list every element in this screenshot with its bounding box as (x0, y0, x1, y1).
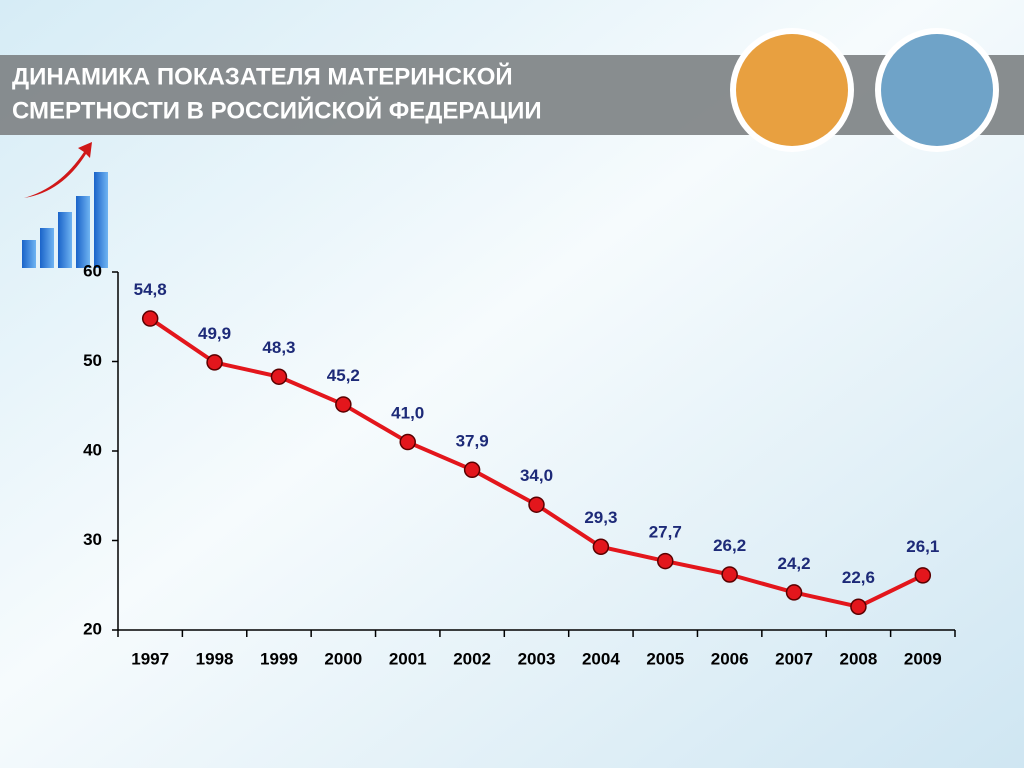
chart-icon (22, 142, 108, 268)
y-tick-label: 30 (83, 530, 102, 549)
y-tick-label: 50 (83, 351, 102, 370)
photo-doctor (881, 34, 993, 146)
data-point (270, 368, 288, 385)
data-point (721, 566, 738, 583)
data-point (785, 584, 803, 601)
x-tick-label: 2000 (324, 649, 362, 668)
title-line: СМЕРТНОСТИ В РОССИЙСКОЙ ФЕДЕРАЦИИ (12, 96, 542, 124)
x-tick-label: 2009 (904, 649, 942, 668)
data-label: 26,1 (906, 537, 939, 556)
x-tick-label: 2004 (582, 649, 620, 668)
data-label: 49,9 (198, 324, 231, 343)
x-tick-label: 2003 (518, 649, 556, 668)
data-label: 26,2 (713, 536, 746, 555)
x-tick-label: 2006 (711, 649, 749, 668)
data-point (141, 310, 159, 327)
x-tick-label: 2001 (389, 649, 427, 668)
photo-pills (736, 34, 848, 146)
y-tick-label: 20 (83, 619, 102, 638)
data-point (657, 552, 674, 570)
data-point (463, 461, 481, 479)
data-label: 45,2 (327, 366, 360, 385)
data-label: 34,0 (520, 466, 553, 485)
data-label: 22,6 (842, 568, 875, 587)
data-label: 24,2 (777, 554, 810, 573)
title-line: ДИНАМИКА ПОКАЗАТЕЛЯ МАТЕРИНСКОЙ (12, 62, 513, 90)
x-tick-label: 1999 (260, 649, 298, 668)
x-tick-label: 2005 (646, 649, 684, 668)
data-point (528, 496, 545, 513)
x-tick-label: 1998 (196, 649, 234, 668)
x-tick-label: 2008 (840, 649, 878, 668)
data-label: 54,8 (134, 280, 167, 299)
y-tick-label: 60 (83, 261, 102, 280)
data-point (399, 433, 416, 451)
x-tick-label: 2002 (453, 649, 491, 668)
data-label: 48,3 (262, 338, 295, 357)
data-point (914, 567, 932, 584)
plot: 20 30 40 50 60 1997 1998 1999 2000 2001 2002 2003 20… (83, 261, 956, 668)
data-label: 41,0 (391, 404, 424, 423)
data-point (592, 538, 610, 556)
data-label: 37,9 (456, 431, 489, 450)
y-tick-label: 40 (83, 440, 102, 459)
data-label: 29,3 (584, 508, 617, 527)
data-label: 27,7 (649, 523, 682, 542)
x-tick-label: 1997 (131, 649, 169, 668)
x-tick-label: 2007 (775, 649, 813, 668)
data-point (850, 598, 867, 615)
data-point (335, 396, 352, 413)
data-point (206, 354, 223, 371)
